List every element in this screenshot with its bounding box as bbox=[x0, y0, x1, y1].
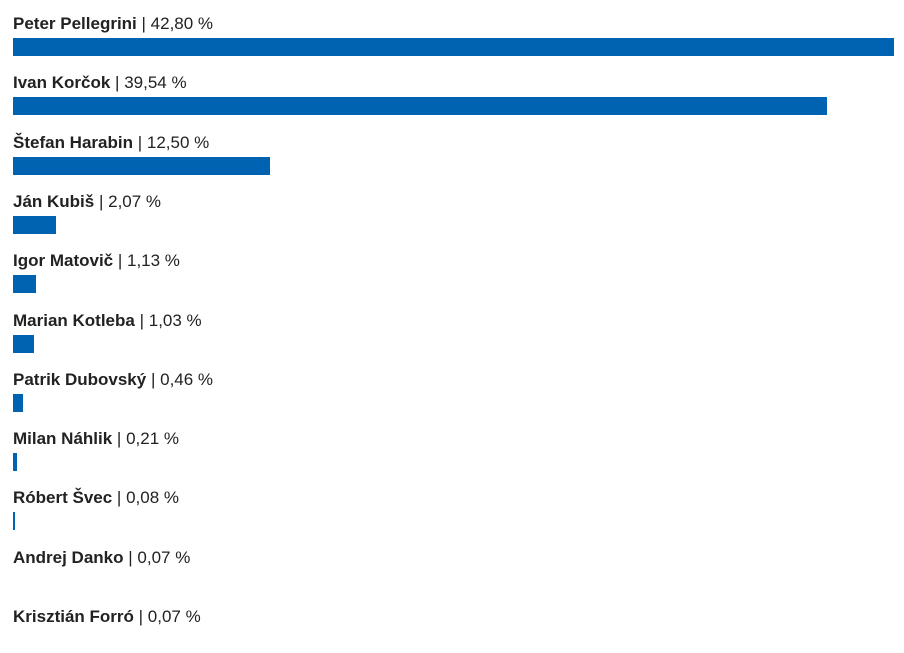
candidate-name: Igor Matovič bbox=[13, 251, 114, 270]
chart-row: Peter Pellegrini | 42,80 % bbox=[13, 12, 894, 60]
candidate-name: Peter Pellegrini bbox=[13, 14, 137, 33]
candidate-name: Ivan Korčok bbox=[13, 73, 111, 92]
results-bar-chart: Peter Pellegrini | 42,80 % Ivan Korčok | … bbox=[13, 12, 894, 640]
candidate-name: Andrej Danko bbox=[13, 548, 124, 567]
chart-row: Milan Náhlik | 0,21 % bbox=[13, 427, 894, 475]
row-label: Róbert Švec | 0,08 % bbox=[13, 486, 179, 510]
vote-percentage: 1,03 % bbox=[148, 311, 202, 330]
chart-row: Ján Kubiš | 2,07 % bbox=[13, 190, 894, 238]
candidate-name: Marian Kotleba bbox=[13, 311, 135, 330]
chart-row: Patrik Dubovský | 0,46 % bbox=[13, 368, 894, 416]
row-label: Peter Pellegrini | 42,80 % bbox=[13, 12, 213, 36]
row-label: Patrik Dubovský | 0,46 % bbox=[13, 368, 213, 392]
result-bar bbox=[13, 394, 23, 412]
candidate-name: Milan Náhlik bbox=[13, 429, 113, 448]
row-label: Štefan Harabin | 12,50 % bbox=[13, 131, 209, 155]
candidate-name: Patrik Dubovský bbox=[13, 370, 147, 389]
candidate-name: Štefan Harabin bbox=[13, 133, 133, 152]
chart-row: Štefan Harabin | 12,50 % bbox=[13, 131, 894, 179]
label-separator: | bbox=[133, 607, 148, 626]
vote-percentage: 2,07 % bbox=[108, 192, 162, 211]
candidate-name: Róbert Švec bbox=[13, 488, 113, 507]
label-separator: | bbox=[146, 370, 161, 389]
vote-percentage: 42,80 % bbox=[150, 14, 214, 33]
vote-percentage: 0,07 % bbox=[147, 607, 201, 626]
label-separator: | bbox=[136, 14, 151, 33]
row-label: Milan Náhlik | 0,21 % bbox=[13, 427, 179, 451]
row-label: Andrej Danko | 0,07 % bbox=[13, 546, 190, 570]
chart-row: Marian Kotleba | 1,03 % bbox=[13, 309, 894, 357]
row-label: Ivan Korčok | 39,54 % bbox=[13, 71, 187, 95]
chart-row: Andrej Danko | 0,07 % bbox=[13, 546, 894, 594]
label-separator: | bbox=[112, 429, 127, 448]
result-bar bbox=[13, 157, 271, 175]
candidate-name: Ján Kubiš bbox=[13, 192, 95, 211]
vote-percentage: 1,13 % bbox=[127, 251, 180, 270]
label-separator: | bbox=[113, 251, 127, 270]
chart-row: Róbert Švec | 0,08 % bbox=[13, 486, 894, 534]
candidate-name: Krisztián Forró bbox=[13, 607, 134, 626]
row-label: Ján Kubiš | 2,07 % bbox=[13, 190, 161, 214]
result-bar bbox=[13, 335, 35, 353]
vote-percentage: 0,07 % bbox=[137, 548, 191, 567]
vote-percentage: 12,50 % bbox=[146, 133, 210, 152]
label-separator: | bbox=[110, 73, 125, 92]
vote-percentage: 0,46 % bbox=[160, 370, 214, 389]
label-separator: | bbox=[94, 192, 109, 211]
label-separator: | bbox=[123, 548, 138, 567]
label-separator: | bbox=[112, 488, 127, 507]
vote-percentage: 0,21 % bbox=[126, 429, 179, 448]
result-bar bbox=[13, 38, 894, 56]
row-label: Krisztián Forró | 0,07 % bbox=[13, 605, 201, 629]
label-separator: | bbox=[132, 133, 147, 152]
result-bar bbox=[13, 275, 37, 293]
row-label: Marian Kotleba | 1,03 % bbox=[13, 309, 202, 333]
chart-row: Igor Matovič | 1,13 % bbox=[13, 249, 894, 297]
result-bar bbox=[13, 512, 15, 530]
row-label: Igor Matovič | 1,13 % bbox=[13, 249, 180, 273]
result-bar bbox=[13, 216, 56, 234]
result-bar bbox=[13, 453, 18, 471]
vote-percentage: 39,54 % bbox=[124, 73, 187, 92]
result-bar bbox=[13, 97, 827, 115]
chart-row: Ivan Korčok | 39,54 % bbox=[13, 71, 894, 119]
vote-percentage: 0,08 % bbox=[126, 488, 180, 507]
label-separator: | bbox=[134, 311, 149, 330]
chart-row: Krisztián Forró | 0,07 % bbox=[13, 605, 894, 653]
